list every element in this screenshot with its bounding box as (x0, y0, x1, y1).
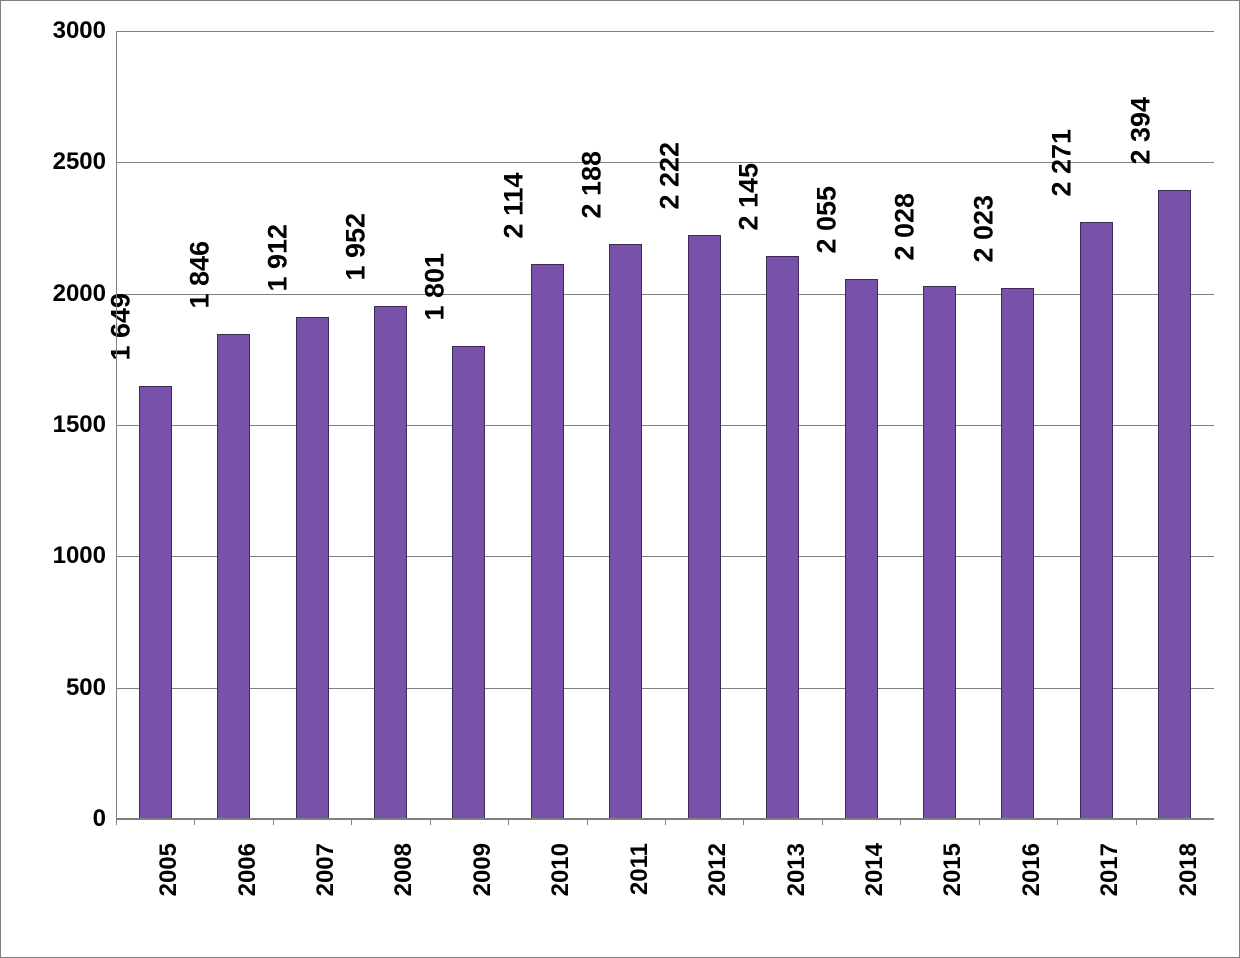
x-tick-mark (822, 819, 823, 825)
bar-slot: 2 1452013 (743, 31, 821, 819)
x-tick-mark (430, 819, 431, 825)
bar-slot: 1 8462006 (194, 31, 272, 819)
bar-slot: 2 1882011 (587, 31, 665, 819)
x-tick-label: 2015 (939, 843, 967, 896)
x-tick-mark (508, 819, 509, 825)
x-tick-mark (1057, 819, 1058, 825)
bar-slot: 2 2222012 (665, 31, 743, 819)
x-tick-label: 2006 (234, 843, 262, 896)
bar-value-label: 1 801 (420, 253, 451, 321)
bar (1001, 288, 1034, 819)
y-axis (116, 31, 117, 819)
bars-layer: 1 64920051 84620061 91220071 95220081 80… (116, 31, 1214, 819)
bar-slot: 2 0282015 (900, 31, 978, 819)
y-tick-label: 2500 (53, 148, 116, 176)
x-tick-mark (979, 819, 980, 825)
x-tick-mark (665, 819, 666, 825)
bar-value-label: 2 028 (890, 193, 921, 261)
bar-slot: 2 0552014 (822, 31, 900, 819)
x-tick-label: 2017 (1096, 843, 1124, 896)
bar-value-label: 1 649 (106, 293, 137, 361)
bar-value-label: 2 055 (812, 186, 843, 254)
bar (139, 386, 172, 819)
x-tick-mark (116, 819, 117, 825)
bar-value-label: 2 188 (576, 151, 607, 219)
x-tick-label: 2013 (783, 843, 811, 896)
y-tick-label: 0 (93, 805, 116, 833)
x-tick-mark (900, 819, 901, 825)
bar (296, 317, 329, 819)
x-tick-mark (351, 819, 352, 825)
x-tick-mark (587, 819, 588, 825)
bar (766, 256, 799, 819)
bar (609, 244, 642, 819)
x-tick-label: 2005 (155, 843, 183, 896)
chart-frame: 050010001500200025003000 1 64920051 8462… (0, 0, 1240, 958)
bar-slot: 2 1142010 (508, 31, 586, 819)
bar (845, 279, 878, 819)
bar-slot: 1 9122007 (273, 31, 351, 819)
bar-value-label: 1 912 (263, 224, 294, 292)
x-tick-label: 2016 (1018, 843, 1046, 896)
x-tick-label: 2018 (1175, 843, 1203, 896)
bar (1080, 222, 1113, 819)
bar-value-label: 2 271 (1047, 129, 1078, 197)
bar (374, 306, 407, 819)
plot-surface: 050010001500200025003000 1 64920051 8462… (116, 31, 1214, 819)
x-tick-mark (1136, 819, 1137, 825)
x-tick-label: 2009 (469, 843, 497, 896)
y-tick-label: 1000 (53, 542, 116, 570)
bar (531, 264, 564, 819)
x-tick-mark (273, 819, 274, 825)
y-tick-label: 500 (66, 674, 116, 702)
x-tick-label: 2007 (312, 843, 340, 896)
bar-value-label: 2 023 (969, 195, 1000, 263)
bar-slot: 2 0232016 (979, 31, 1057, 819)
plot-area: 050010001500200025003000 1 64920051 8462… (116, 31, 1214, 819)
y-tick-label: 3000 (53, 17, 116, 45)
bar-value-label: 2 145 (733, 163, 764, 231)
x-tick-label: 2010 (547, 843, 575, 896)
bar-slot: 1 6492005 (116, 31, 194, 819)
bar-value-label: 2 114 (499, 172, 530, 238)
bar-value-label: 1 846 (184, 241, 215, 309)
bar (1158, 190, 1191, 819)
x-axis (116, 818, 1214, 819)
bar (452, 346, 485, 819)
bar (923, 286, 956, 819)
x-tick-mark (743, 819, 744, 825)
bar (688, 235, 721, 819)
bar-slot: 1 8012009 (430, 31, 508, 819)
x-tick-label: 2012 (704, 843, 732, 896)
x-tick-label: 2008 (390, 843, 418, 896)
bar-value-label: 1 952 (341, 213, 372, 281)
bar-slot: 2 2712017 (1057, 31, 1135, 819)
x-tick-label: 2011 (626, 843, 654, 895)
x-tick-label: 2014 (861, 843, 889, 896)
bar-value-label: 2 394 (1125, 97, 1156, 165)
bar-value-label: 2 222 (655, 142, 686, 210)
x-tick-mark (194, 819, 195, 825)
y-tick-label: 1500 (53, 411, 116, 439)
bar-slot: 2 3942018 (1136, 31, 1214, 819)
bar-slot: 1 9522008 (351, 31, 429, 819)
bar (217, 334, 250, 819)
